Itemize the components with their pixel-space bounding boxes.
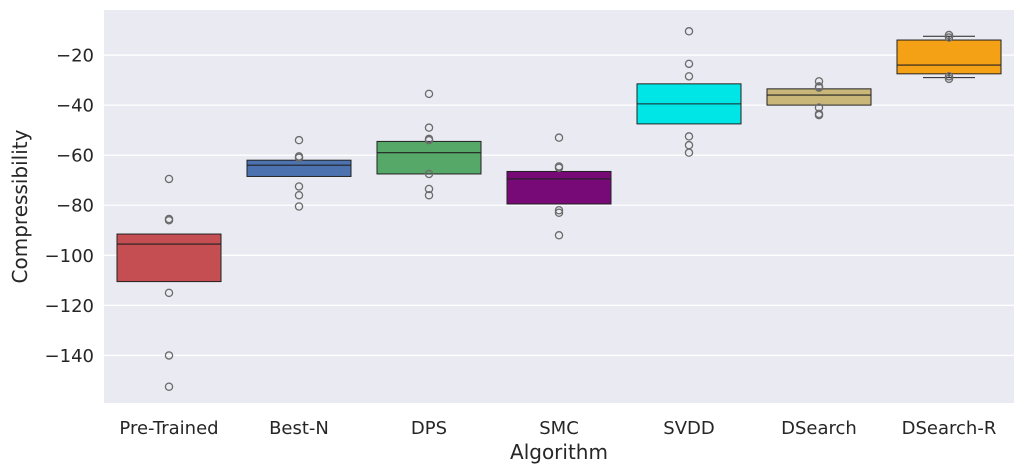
- x-tick-label: DSearch: [781, 418, 857, 439]
- boxes: [116, 27, 1002, 391]
- outlier-point: [554, 206, 564, 215]
- box-best-n: [246, 135, 352, 211]
- box-iqr: [116, 233, 222, 283]
- y-tick-label: −140: [45, 346, 94, 367]
- outlier-point: [294, 135, 304, 145]
- x-tick-label: Pre-Trained: [119, 418, 218, 439]
- box-pre-trained: [116, 174, 222, 391]
- box-iqr: [766, 88, 872, 106]
- outlier-point: [424, 169, 434, 179]
- outlier-point: [814, 83, 824, 92]
- outlier-point: [424, 123, 434, 132]
- outlier-point: [164, 351, 174, 360]
- x-axis-label: Algorithm: [510, 440, 608, 464]
- y-tick-label: −100: [45, 246, 94, 267]
- y-tick-label: −20: [56, 46, 94, 67]
- y-tick-label: −80: [56, 196, 94, 217]
- box-iqr: [506, 170, 612, 205]
- x-tick-label: SVDD: [663, 418, 714, 439]
- x-tick-label: DPS: [411, 418, 447, 439]
- x-tick-label: Best-N: [269, 418, 329, 439]
- outlier-point: [684, 72, 694, 81]
- outlier-point: [294, 190, 304, 200]
- box-svdd: [636, 27, 742, 157]
- x-axis-ticks: Pre-Trained Best-N DPS SMC SVDD DSearch DSearc…: [119, 418, 996, 439]
- outlier-point: [164, 174, 174, 184]
- outlier-point: [814, 77, 824, 86]
- outlier-point: [164, 382, 174, 391]
- outlier-point: [164, 216, 174, 225]
- box-dsearch-r: [896, 30, 1002, 84]
- outlier-point: [554, 133, 564, 142]
- outlier-point: [944, 33, 954, 42]
- outlier-point: [944, 30, 954, 40]
- box-smc: [506, 133, 612, 240]
- y-axis-ticks: −20 −40 −60 −80 −100 −120 −140: [45, 46, 94, 367]
- outlier-point: [424, 135, 434, 145]
- outlier-point: [944, 74, 954, 84]
- y-tick-label: −60: [56, 146, 94, 167]
- outlier-point: [684, 132, 694, 141]
- gridlines: [104, 54, 1014, 357]
- y-axis-label: Compressibility: [8, 129, 32, 283]
- x-tick-label: DSearch-R: [902, 418, 997, 439]
- outlier-point: [684, 59, 694, 69]
- outlier-point: [424, 190, 434, 200]
- outlier-point: [294, 153, 304, 162]
- box-dsearch: [766, 77, 872, 120]
- x-tick-label: SMC: [539, 418, 579, 439]
- outlier-point: [294, 202, 304, 211]
- y-tick-label: −40: [56, 96, 94, 117]
- outlier-point: [554, 163, 564, 172]
- box-iqr: [896, 39, 1002, 75]
- outlier-point: [684, 148, 694, 157]
- box-dps: [376, 89, 482, 200]
- outlier-point: [424, 184, 434, 194]
- outlier-point: [164, 288, 174, 298]
- outlier-point: [684, 27, 694, 36]
- outlier-point: [554, 231, 564, 240]
- outlier-point: [944, 72, 954, 81]
- outlier-point: [294, 182, 304, 191]
- box-iqr: [376, 140, 482, 175]
- box-iqr: [246, 159, 352, 177]
- y-tick-label: −120: [45, 296, 94, 317]
- outlier-point: [424, 89, 434, 99]
- outlier-point: [814, 110, 824, 120]
- outlier-point: [554, 208, 564, 218]
